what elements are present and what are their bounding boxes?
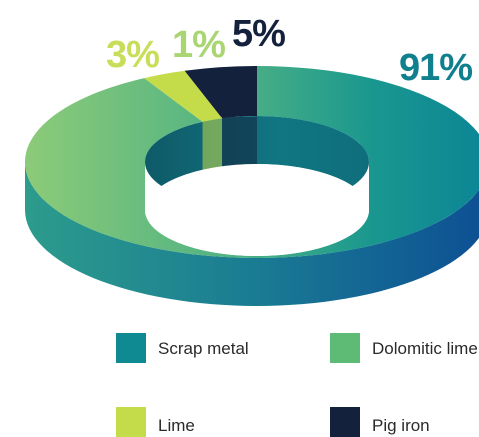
label-scrap-metal: 91% [399, 47, 473, 89]
legend-item-pig-iron: Pig iron [330, 407, 472, 437]
legend-swatch-dolomitic-lime [330, 333, 360, 363]
donut-side-wall [25, 162, 479, 306]
legend-label-dolomitic-lime: Dolomitic lime [372, 339, 478, 358]
legend-label-scrap-metal: Scrap metal [158, 339, 249, 358]
legend-swatch-lime [116, 407, 146, 437]
legend-item-dolomitic-lime: Dolomitic lime [330, 333, 479, 363]
donut-hole-front [145, 162, 369, 256]
inner-wall-lime [202, 116, 223, 179]
legend-swatch-pig-iron [330, 407, 360, 437]
legend-label-lime: Lime [158, 416, 195, 435]
slice-lime [144, 70, 223, 122]
legend-label-pig-iron: Pig iron [372, 416, 430, 435]
slice-pig-iron [184, 66, 257, 119]
legend-item-lime: Lime [116, 407, 258, 437]
legend-swatch-scrap-metal [116, 333, 146, 363]
label-dolomitic-lime: 1% [172, 24, 226, 66]
label-pig-iron: 5% [232, 13, 286, 55]
label-lime: 3% [106, 34, 160, 76]
legend-item-scrap-metal: Scrap metal [116, 333, 258, 363]
